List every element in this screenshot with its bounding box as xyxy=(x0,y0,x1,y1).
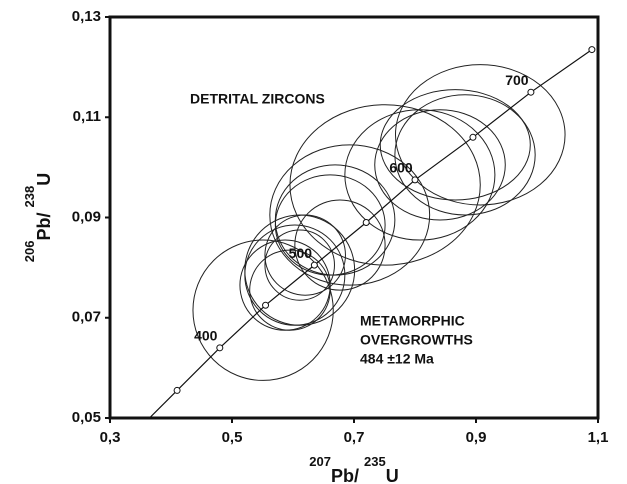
ylabel-part: 238 xyxy=(22,186,37,208)
x-tick-label: 0,3 xyxy=(100,429,121,446)
error-ellipse xyxy=(294,199,386,291)
error-ellipse xyxy=(269,144,431,286)
error-ellipse xyxy=(264,229,335,301)
error-ellipse xyxy=(374,109,506,221)
age-label: 500 xyxy=(289,245,313,261)
ylabel-part: U xyxy=(34,173,54,186)
xlabel-part: U xyxy=(386,466,399,484)
xlabel-part: Pb/ xyxy=(331,466,364,484)
concordia-point xyxy=(216,344,224,352)
y-tick-label: 0,13 xyxy=(72,8,101,25)
x-tick-label: 0,5 xyxy=(222,429,243,446)
concordia-point xyxy=(411,176,419,184)
plot-area xyxy=(149,46,596,418)
y-tick-label: 0,11 xyxy=(73,108,101,125)
age-label: 700 xyxy=(505,72,529,88)
x-tick-label: 0,7 xyxy=(344,429,365,446)
error-ellipse xyxy=(289,104,481,266)
x-tick-label: 0,9 xyxy=(466,429,487,446)
xlabel-part: 207 xyxy=(309,454,331,469)
error-ellipse xyxy=(274,164,396,276)
age-label: 600 xyxy=(389,160,413,176)
error-ellipse xyxy=(264,214,346,296)
y-tick-label: 0,05 xyxy=(72,409,101,426)
concordia-point xyxy=(262,301,270,309)
concordia-point xyxy=(310,261,318,269)
y-tick-label: 0,07 xyxy=(72,309,101,326)
xlabel: 207Pb/ 235U xyxy=(309,454,398,484)
ylabel-part: Pb/ xyxy=(34,207,54,240)
concordia-point xyxy=(469,133,477,141)
annotation: OVERGROWTHS xyxy=(360,332,473,348)
concordia-point xyxy=(173,386,181,394)
error-ellipse xyxy=(344,109,496,241)
annotation: DETRITAL ZIRCONS xyxy=(190,91,325,107)
error-ellipse xyxy=(379,89,531,201)
concordia-point xyxy=(588,46,596,54)
y-tick-label: 0,09 xyxy=(72,208,101,225)
ylabel: 206Pb/ 238U xyxy=(22,173,53,262)
error-ellipse xyxy=(394,94,536,216)
error-ellipse xyxy=(192,239,334,381)
concordia-point xyxy=(362,219,370,227)
error-ellipse xyxy=(394,64,566,206)
xlabel-part: 235 xyxy=(364,454,386,469)
annotation: 484 ±12 Ma xyxy=(360,351,434,367)
annotation: METAMORPHIC xyxy=(360,313,465,329)
x-tick-label: 1,1 xyxy=(588,429,609,446)
age-label: 400 xyxy=(194,328,218,344)
error-ellipse xyxy=(249,249,331,331)
concordia-point xyxy=(527,88,535,96)
concordia-extension xyxy=(149,390,178,418)
ylabel-part: 206 xyxy=(22,241,37,263)
